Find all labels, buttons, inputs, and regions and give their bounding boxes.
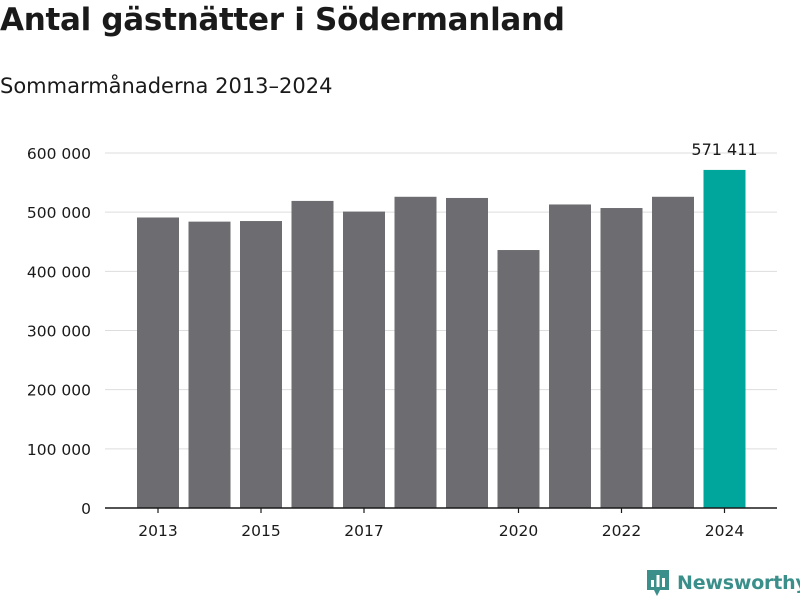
bar xyxy=(188,221,231,508)
bar xyxy=(497,250,540,509)
bar xyxy=(600,208,643,508)
x-tick-label: 2020 xyxy=(499,522,538,540)
bar xyxy=(291,200,334,509)
y-tick-label: 300 000 xyxy=(27,323,91,341)
y-tick-label: 200 000 xyxy=(27,382,91,400)
x-tick-label: 2024 xyxy=(705,522,744,540)
bar xyxy=(394,196,437,509)
y-tick-label: 500 000 xyxy=(27,204,91,222)
bar xyxy=(446,197,488,508)
bar xyxy=(343,211,385,508)
axes xyxy=(105,507,777,513)
bar xyxy=(652,196,694,509)
bars xyxy=(137,169,746,509)
bar xyxy=(137,217,179,508)
y-tick-label: 0 xyxy=(81,500,91,518)
bar xyxy=(549,204,591,508)
bar xyxy=(703,169,746,508)
x-tick-label: 2015 xyxy=(241,522,280,540)
x-tick-label: 2013 xyxy=(138,522,177,540)
y-tick-label: 600 000 xyxy=(27,145,91,163)
data-label: 571 411 xyxy=(691,140,757,159)
y-tick-label: 400 000 xyxy=(27,263,91,281)
x-tick-label: 2017 xyxy=(344,522,383,540)
x-tick-label: 2022 xyxy=(602,522,641,540)
brand-logo: Newsworthy xyxy=(645,568,800,598)
newsworthy-logo-icon xyxy=(647,570,669,596)
chart-subtitle: Sommarmånaderna 2013–2024 xyxy=(0,74,333,98)
labels: 0 100 000 200 000 300 000 400 000 500 000 600 … xyxy=(27,140,758,540)
brand-name: Newsworthy xyxy=(677,572,800,594)
chart-title: Antal gästnätter i Södermanland xyxy=(0,2,565,38)
bar xyxy=(240,221,282,508)
y-tick-label: 100 000 xyxy=(27,441,91,459)
